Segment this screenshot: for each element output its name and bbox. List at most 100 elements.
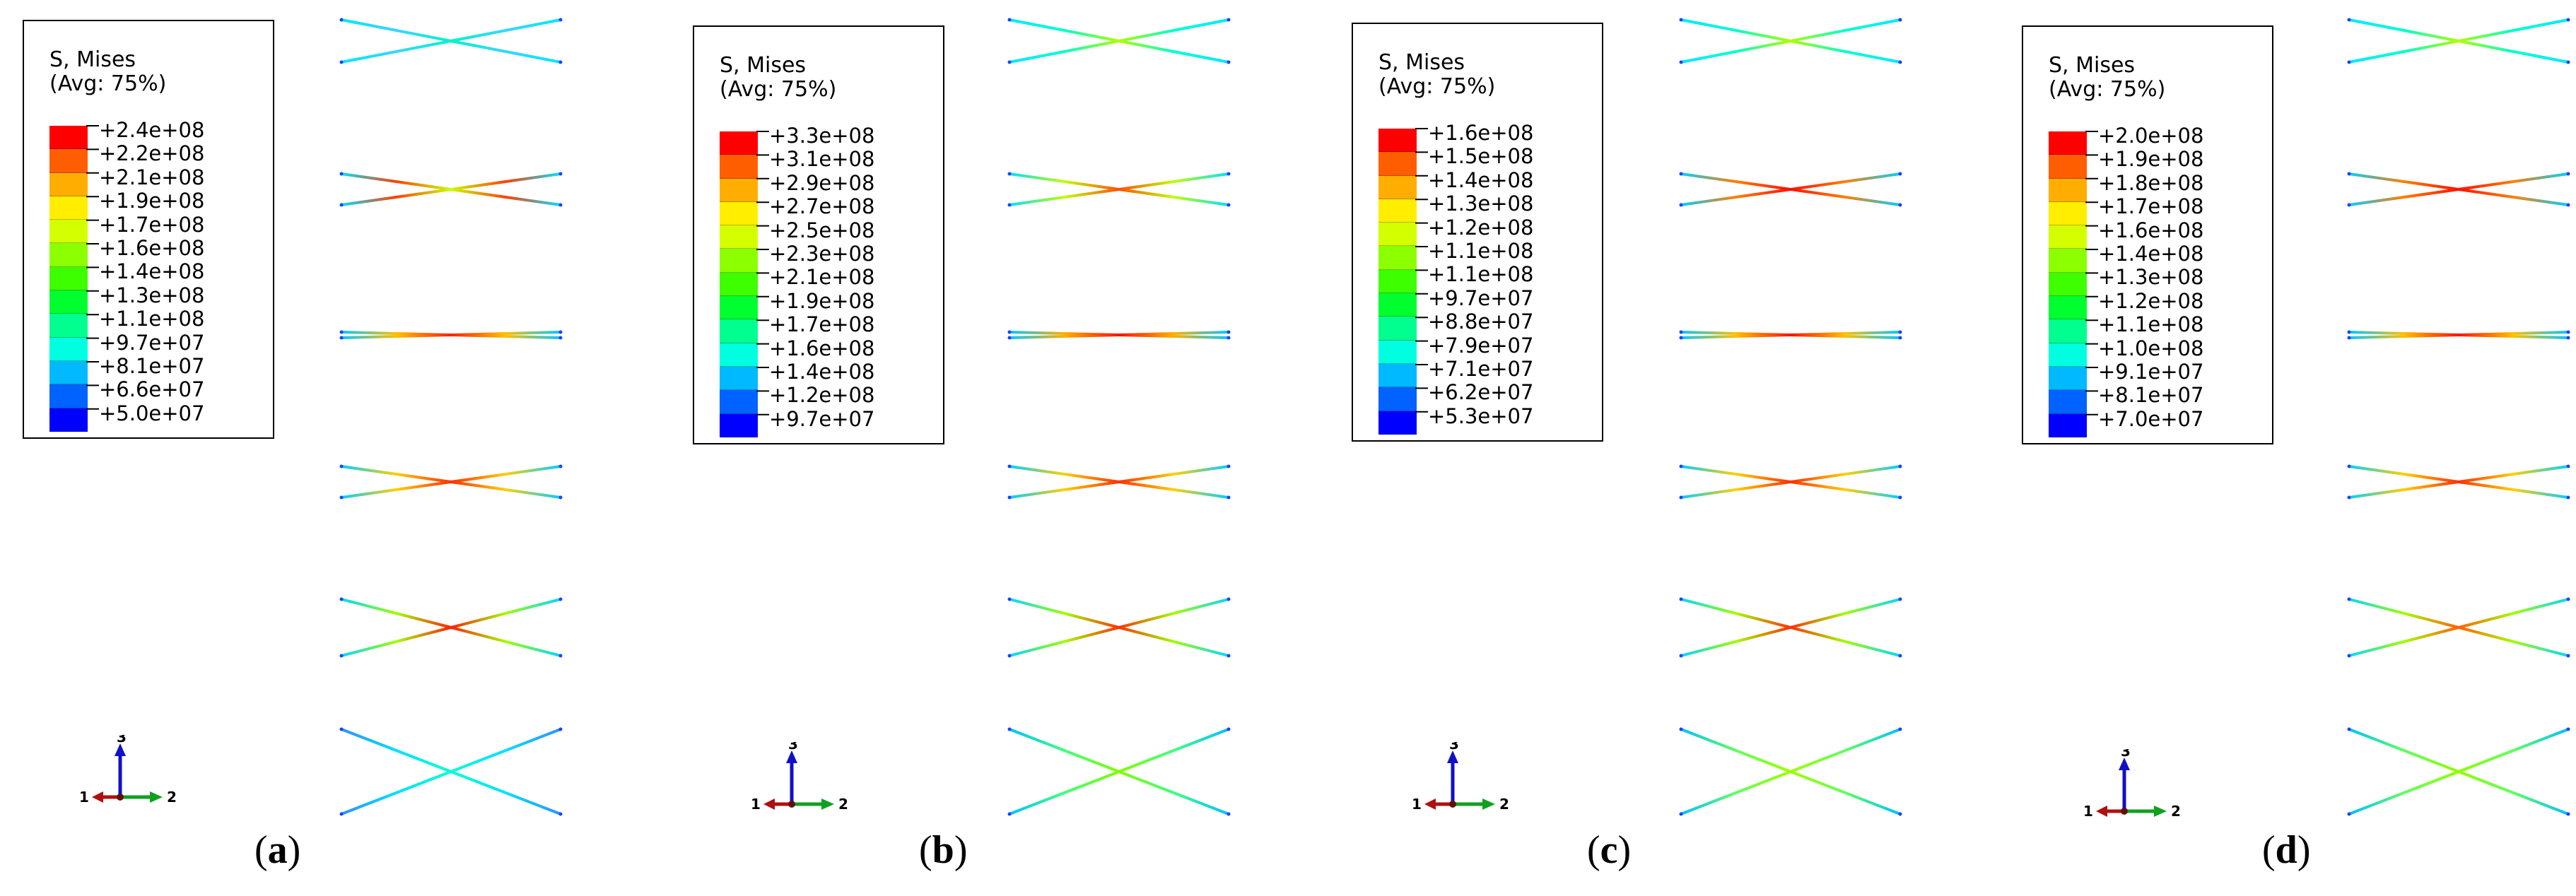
color-swatch	[2049, 225, 2087, 249]
scale-value: +9.1e+07	[2098, 359, 2204, 384]
brace-level	[1007, 18, 1231, 64]
scale-value: +5.3e+07	[1428, 403, 1534, 428]
brace-end-node	[1679, 172, 1683, 176]
color-swatch	[49, 384, 88, 408]
axis-1-label: 1	[751, 796, 761, 813]
brace-member	[1009, 331, 1229, 339]
axis-2-arrow	[821, 798, 834, 810]
color-swatch	[49, 290, 88, 314]
brace-end-node	[1226, 727, 1231, 731]
brace-member	[341, 331, 561, 339]
brace-end-node	[1226, 597, 1231, 601]
axis-1-arrow	[2096, 806, 2107, 817]
axis-triad: 3 2 1	[1412, 742, 1509, 813]
scale-value: +1.1e+08	[2098, 312, 2204, 337]
scale-value: +1.4e+08	[99, 259, 205, 284]
brace-end-node	[2347, 330, 2351, 334]
color-scale	[1378, 129, 1417, 435]
color-swatch	[49, 243, 88, 267]
brace-end-node	[1679, 464, 1683, 468]
scale-value: +7.0e+07	[2098, 406, 2204, 431]
brace-member	[1680, 598, 1901, 657]
color-swatch	[1378, 340, 1417, 364]
brace-member	[1009, 18, 1229, 64]
brace-level	[339, 597, 563, 658]
brace-end-node	[558, 597, 563, 601]
color-swatch	[1378, 293, 1417, 317]
brace-level	[1679, 18, 1902, 64]
scale-value: +8.1e+07	[99, 353, 205, 378]
brace-member	[1009, 172, 1229, 206]
brace-end-node	[1679, 60, 1683, 64]
brace-end-node	[558, 495, 563, 500]
brace-end-node	[1898, 597, 1902, 601]
brace-end-node	[558, 727, 563, 731]
brace-end-node	[2347, 597, 2351, 601]
brace-end-node	[1007, 597, 1012, 601]
scale-value: +2.1e+08	[99, 165, 205, 189]
brace-level	[2347, 727, 2570, 816]
scale-ticks	[756, 131, 769, 415]
panel-letter: a	[267, 828, 288, 872]
brace-end-node	[2566, 727, 2570, 731]
brace-level	[1007, 464, 1231, 500]
brace-end-node	[2566, 495, 2570, 500]
color-swatch	[49, 266, 88, 291]
brace-member	[341, 598, 561, 657]
color-swatch	[49, 172, 88, 196]
scale-value: +1.7e+08	[99, 212, 205, 237]
axis-1-label: 1	[79, 789, 89, 806]
scale-labels: +2.0e+08 +1.9e+08 +1.8e+08 +1.7e+08 +1.6e+08…	[2098, 124, 2268, 431]
color-swatch	[720, 390, 758, 414]
axis-2-arrow	[150, 791, 163, 803]
triad-origin	[1449, 801, 1456, 808]
brace-end-node	[2347, 464, 2351, 468]
brace-member	[1680, 18, 1901, 64]
brace-end-node	[339, 464, 344, 468]
brace-end-node	[1007, 203, 1012, 207]
color-swatch	[1378, 175, 1417, 199]
scale-value: +1.6e+08	[99, 235, 205, 260]
axis-triad: 3 2 1	[2083, 749, 2181, 820]
axis-3-arrow	[2119, 758, 2130, 770]
axis-2-label: 2	[167, 789, 177, 806]
brace-end-node	[558, 654, 563, 658]
scale-value: +1.1e+08	[1428, 262, 1534, 287]
scale-value: +2.1e+08	[769, 265, 875, 290]
color-scale	[2049, 131, 2087, 438]
color-swatch	[49, 149, 88, 173]
scale-value: +9.7e+07	[1428, 285, 1534, 310]
brace-member	[2348, 18, 2569, 64]
color-swatch	[49, 408, 88, 432]
brace-end-node	[339, 203, 344, 207]
legend-title: S, Mises	[720, 53, 807, 78]
brace-end-node	[1679, 18, 1683, 22]
axis-1-label: 1	[1412, 796, 1422, 813]
brace-member	[1009, 728, 1229, 815]
color-swatch	[720, 225, 758, 249]
legend-box: S, Mises (Avg: 75%) +1.6e+08 +1.5e+08 +1.4e+…	[1352, 23, 1603, 442]
brace-end-node	[1898, 336, 1902, 340]
brace-member	[341, 18, 561, 64]
color-swatch	[1378, 223, 1417, 247]
brace-end-node	[2566, 597, 2570, 601]
legend-subtitle: (Avg: 75%)	[720, 77, 837, 102]
brace-level	[1007, 172, 1231, 207]
brace-level	[2347, 464, 2570, 500]
brace-end-node	[339, 336, 344, 340]
color-swatch	[49, 126, 88, 150]
brace-end-node	[558, 336, 563, 340]
brace-end-node	[1007, 727, 1012, 731]
axis-2-label: 2	[1499, 796, 1509, 813]
scale-value: +1.2e+08	[2098, 288, 2204, 313]
brace-end-node	[339, 812, 344, 816]
brace-end-node	[1898, 330, 1902, 334]
scale-value: +1.4e+08	[1428, 167, 1534, 192]
brace-end-node	[1898, 812, 1902, 816]
scale-value: +1.5e+08	[1428, 144, 1534, 169]
axis-triad: 3 2 1	[79, 735, 177, 806]
color-swatch	[49, 337, 88, 361]
brace-end-node	[1226, 336, 1231, 340]
brace-level	[339, 464, 563, 500]
brace-member	[1680, 465, 1901, 499]
